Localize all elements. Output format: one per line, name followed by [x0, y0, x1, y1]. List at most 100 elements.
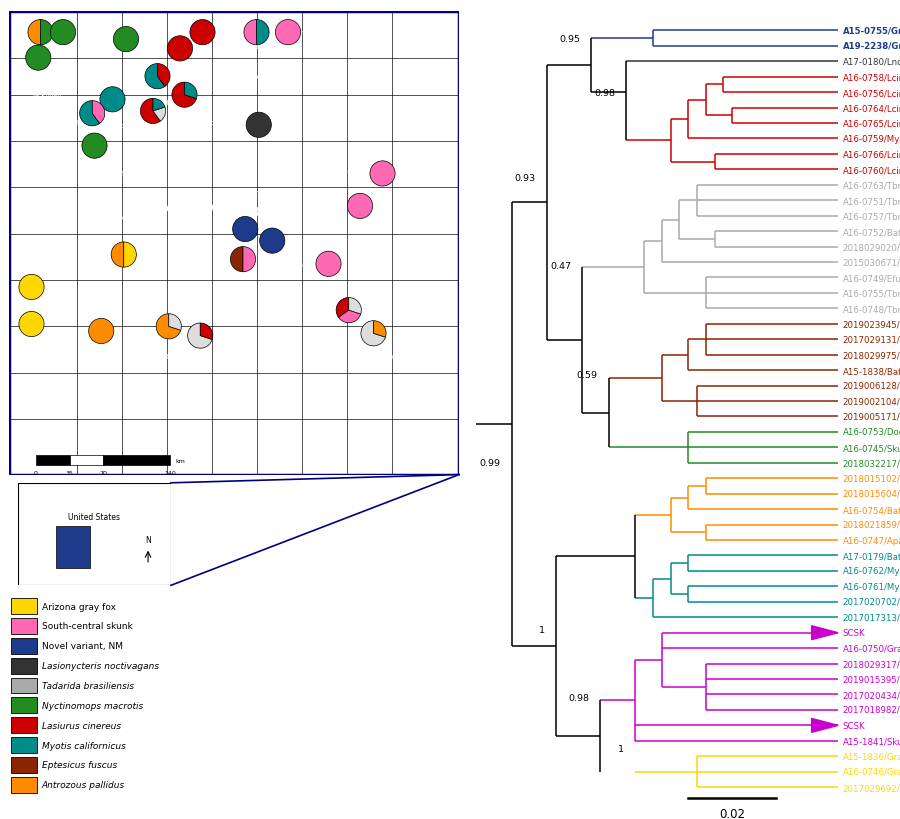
Text: 2018032217/Skunk_2018: 2018032217/Skunk_2018 — [842, 459, 900, 468]
Wedge shape — [374, 321, 386, 337]
Wedge shape — [243, 247, 256, 273]
Text: SCSK: SCSK — [842, 721, 865, 730]
Text: Hidalgo: Hidalgo — [21, 310, 47, 316]
Text: Chaves: Chaves — [293, 261, 319, 268]
Wedge shape — [80, 102, 100, 127]
Wedge shape — [112, 242, 124, 268]
Text: Quay: Quay — [320, 120, 338, 126]
Text: Lasiurus cinereus: Lasiurus cinereus — [41, 721, 121, 730]
Wedge shape — [50, 20, 76, 46]
Wedge shape — [88, 319, 114, 344]
Text: A16-0751/Tbrasiliensis_2012: A16-0751/Tbrasiliensis_2012 — [842, 197, 900, 206]
Text: 2019002104/Grayfox_2019: 2019002104/Grayfox_2019 — [842, 397, 900, 406]
Text: Catron: Catron — [14, 218, 36, 224]
Text: United States: United States — [68, 513, 121, 522]
Wedge shape — [338, 310, 361, 324]
Text: Novel variant, NM: Novel variant, NM — [41, 641, 122, 650]
Text: Santa Fe: Santa Fe — [154, 100, 184, 106]
Wedge shape — [188, 324, 212, 349]
Text: 2017017313/Mthysanodes_2017: 2017017313/Mthysanodes_2017 — [842, 613, 900, 622]
Text: 0.99: 0.99 — [480, 459, 500, 468]
Text: A16-0760/Lcinereus_2015: A16-0760/Lcinereus_2015 — [842, 165, 900, 174]
Text: 1: 1 — [539, 626, 544, 635]
Text: Lasionycteris noctivagans: Lasionycteris noctivagans — [41, 661, 159, 670]
Text: 2019015395/Skunk_2019: 2019015395/Skunk_2019 — [842, 675, 900, 684]
Text: Eddy: Eddy — [343, 305, 359, 311]
Bar — [12, 599, 37, 614]
Text: A16-0764/Lcinereus_2015: A16-0764/Lcinereus_2015 — [842, 104, 900, 113]
Text: 0.59: 0.59 — [577, 371, 598, 380]
Text: Bernalillo: Bernalillo — [52, 120, 83, 126]
Bar — [12, 678, 37, 694]
Wedge shape — [145, 65, 165, 89]
Text: Union: Union — [296, 30, 316, 36]
Text: 0.98: 0.98 — [594, 88, 616, 97]
Wedge shape — [19, 312, 44, 337]
Wedge shape — [349, 298, 361, 314]
Text: SCSK: SCSK — [842, 628, 865, 637]
Text: New Mexico: New Mexico — [162, 204, 261, 219]
Wedge shape — [230, 247, 243, 273]
Text: 2019006128/Grayfox_2019: 2019006128/Grayfox_2019 — [842, 382, 900, 391]
Text: 2018029020/Tbrasiliensis_2018: 2018029020/Tbrasiliensis_2018 — [842, 242, 900, 251]
Text: Rio Arriba: Rio Arriba — [110, 76, 142, 83]
Text: A15-1836/Grayfox_2008: A15-1836/Grayfox_2008 — [842, 752, 900, 761]
Text: Lincoln: Lincoln — [227, 236, 250, 242]
Text: 1: 1 — [618, 744, 625, 753]
Wedge shape — [244, 20, 256, 46]
Bar — [12, 698, 37, 713]
Wedge shape — [347, 194, 373, 219]
Text: 2018029317/Feline_2018: 2018029317/Feline_2018 — [842, 659, 900, 668]
Text: A16-0761/Myotis_2015: A16-0761/Myotis_2015 — [842, 582, 900, 591]
Text: Guadalupe: Guadalupe — [243, 190, 279, 196]
Text: A17-0180/Lnoctivagans_2011: A17-0180/Lnoctivagans_2011 — [842, 57, 900, 66]
Wedge shape — [232, 217, 258, 242]
Text: 2017020434/Skunk_2017: 2017020434/Skunk_2017 — [842, 690, 900, 699]
Text: A16-0762/Myotis_2015: A16-0762/Myotis_2015 — [842, 567, 900, 576]
Wedge shape — [169, 314, 181, 331]
Text: 0.95: 0.95 — [559, 34, 580, 43]
Text: San Miguel: San Miguel — [243, 120, 279, 126]
Wedge shape — [124, 242, 137, 268]
Text: Socorro: Socorro — [111, 215, 137, 221]
Text: 2019023945/Bat_2019: 2019023945/Bat_2019 — [842, 320, 900, 329]
Text: McKinley: McKinley — [32, 93, 62, 98]
Polygon shape — [812, 718, 838, 732]
Text: A15-1841/Skunk_2010: A15-1841/Skunk_2010 — [842, 736, 900, 745]
Text: A16-0766/Lcinereus_2015: A16-0766/Lcinereus_2015 — [842, 150, 900, 159]
Wedge shape — [158, 65, 170, 88]
Text: A15-0755/Grayfox_2015: A15-0755/Grayfox_2015 — [842, 27, 900, 36]
Text: A16-0757/Tbrasiliensis_2015: A16-0757/Tbrasiliensis_2015 — [842, 212, 900, 221]
Wedge shape — [246, 113, 271, 138]
Wedge shape — [40, 20, 53, 46]
Wedge shape — [153, 99, 165, 111]
Text: 2018029975/Skunk_2018: 2018029975/Skunk_2018 — [842, 351, 900, 360]
Text: A17-0179/Bat_2011: A17-0179/Bat_2011 — [842, 551, 900, 560]
Text: Harding: Harding — [252, 74, 279, 80]
Text: Roosevelt: Roosevelt — [357, 236, 390, 242]
Wedge shape — [275, 20, 301, 46]
Text: A16-0746/Grayfox_2008: A16-0746/Grayfox_2008 — [842, 767, 900, 776]
Text: Valencia: Valencia — [44, 166, 73, 173]
Text: 2018015604/Apallidus_2018: 2018015604/Apallidus_2018 — [842, 490, 900, 499]
Wedge shape — [256, 20, 269, 46]
Text: South-central skunk: South-central skunk — [41, 622, 132, 631]
Wedge shape — [100, 88, 125, 113]
Text: Dona Ana: Dona Ana — [87, 310, 120, 316]
Text: Antrozous pallidus: Antrozous pallidus — [41, 781, 125, 790]
Text: A16-0755/Tbrasiliensis_2015: A16-0755/Tbrasiliensis_2015 — [842, 289, 900, 298]
Text: A16-0756/Lcinereus_2015: A16-0756/Lcinereus_2015 — [842, 88, 900, 97]
Text: Myotis californicus: Myotis californicus — [41, 740, 126, 749]
Text: A16-0758/Lcinereus_2015: A16-0758/Lcinereus_2015 — [842, 73, 900, 82]
Text: Cibola: Cibola — [23, 152, 44, 159]
Wedge shape — [316, 252, 341, 277]
Text: 0.02: 0.02 — [719, 808, 745, 819]
Text: Nyctinomops macrotis: Nyctinomops macrotis — [41, 701, 143, 710]
Wedge shape — [190, 20, 215, 46]
Text: A16-0750/Grayfox_2012: A16-0750/Grayfox_2012 — [842, 644, 900, 653]
Text: Mora: Mora — [205, 120, 222, 126]
Bar — [12, 777, 37, 793]
Text: San Juan: San Juan — [17, 33, 46, 38]
Text: A16-0748/Tbrasiliensis_2009: A16-0748/Tbrasiliensis_2009 — [842, 305, 900, 314]
Wedge shape — [28, 20, 40, 46]
